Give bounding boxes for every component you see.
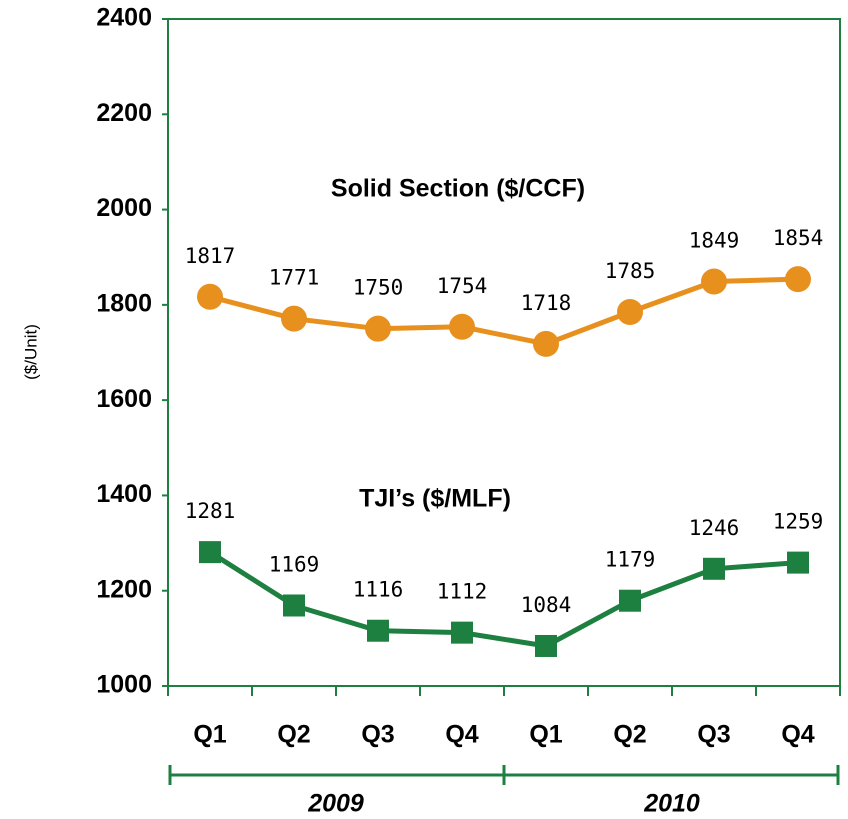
marker — [283, 594, 305, 617]
marker — [619, 589, 641, 612]
series-name: Solid Section ($/CCF) — [331, 175, 585, 203]
y-tick-label: 2000 — [96, 194, 152, 222]
x-tick-label: Q3 — [361, 721, 394, 749]
value-label: 1785 — [605, 259, 656, 283]
value-label: 1169 — [269, 552, 320, 576]
y-axis-label: ($/Unit) — [21, 324, 40, 380]
value-label: 1112 — [437, 580, 488, 604]
series-name: TJI’s ($/MLF) — [359, 485, 511, 513]
x-tick-label: Q3 — [697, 721, 730, 749]
plot-frame — [167, 18, 841, 687]
value-label: 1084 — [521, 593, 572, 617]
x-tick-label: Q4 — [781, 721, 814, 749]
y-tick-label: 1400 — [96, 480, 152, 508]
value-label: 1718 — [521, 291, 572, 315]
value-label: 1116 — [353, 578, 404, 602]
value-label: 1750 — [353, 276, 404, 300]
y-tick-label: 2200 — [96, 99, 152, 127]
y-tick-label: 1000 — [96, 671, 152, 699]
marker — [281, 305, 307, 332]
marker — [785, 266, 811, 293]
marker — [533, 330, 559, 357]
value-label: 1854 — [773, 226, 824, 250]
marker — [787, 551, 809, 574]
x-tick-label: Q2 — [613, 721, 646, 749]
marker — [199, 541, 221, 564]
value-label: 1259 — [773, 510, 824, 534]
value-label: 1754 — [437, 274, 488, 298]
series-line — [208, 550, 799, 649]
marker — [197, 283, 223, 310]
series-line — [209, 276, 799, 347]
y-tick-label: 1200 — [96, 575, 152, 603]
marker — [365, 315, 391, 342]
value-label: 1849 — [689, 229, 740, 253]
value-label: 1771 — [269, 266, 320, 290]
marker — [449, 313, 475, 340]
x-tick-label: Q1 — [529, 721, 562, 749]
y-tick-label: 1600 — [96, 385, 152, 413]
y-tick-label: 1800 — [96, 289, 152, 317]
marker — [451, 621, 473, 644]
x-tick-label: Q4 — [445, 721, 478, 749]
group-label: 2010 — [643, 790, 700, 818]
value-label: 1179 — [605, 548, 656, 572]
x-tick-label: Q2 — [277, 721, 310, 749]
marker — [701, 268, 727, 295]
marker — [367, 619, 389, 642]
marker — [535, 634, 557, 657]
group-label: 2009 — [307, 790, 364, 818]
x-tick-label: Q1 — [193, 721, 226, 749]
value-label: 1246 — [689, 516, 740, 540]
marker — [617, 299, 643, 326]
value-label: 1817 — [185, 244, 236, 268]
value-label: 1281 — [185, 499, 236, 523]
marker — [703, 557, 725, 580]
y-tick-label: 2400 — [96, 4, 152, 32]
